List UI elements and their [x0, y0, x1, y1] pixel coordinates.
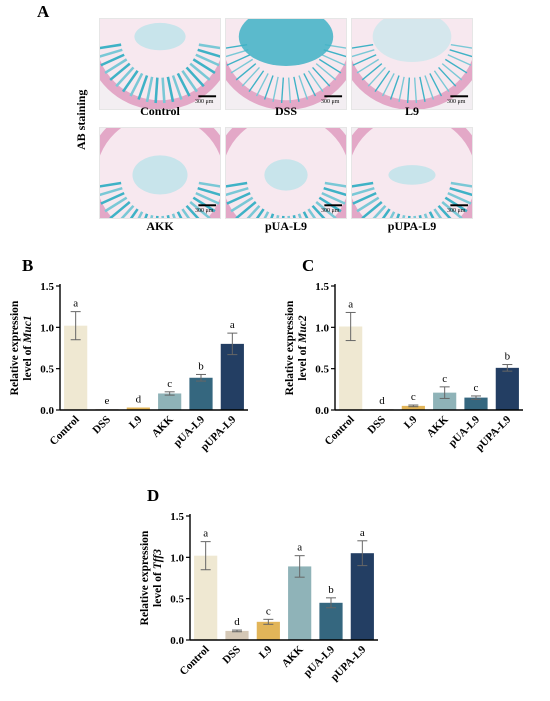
- tff3-bar-chart: Relative expressionlevel of Tff3 0.0 0.5 1.…: [139, 511, 378, 684]
- micrograph-label: pUPA-L9: [387, 219, 437, 233]
- y-tick-label: 0.0: [315, 405, 329, 417]
- x-tick-label: pUPA-L9: [329, 643, 369, 683]
- significance-letter: a: [297, 542, 302, 554]
- scale-bar-label: 300 μm: [321, 99, 340, 105]
- significance-letter: c: [266, 605, 271, 617]
- y-tick-label: 1.0: [315, 322, 329, 334]
- y-tick-label: 0.5: [40, 364, 54, 376]
- bar-pupa-l9: [220, 343, 244, 410]
- scale-bar-label: 300 μm: [321, 208, 340, 214]
- significance-letter: d: [136, 394, 142, 406]
- bar-l9: [401, 405, 425, 410]
- significance-letter: a: [203, 528, 208, 540]
- bar-pupa-l9: [350, 553, 374, 640]
- x-tick-label: Control: [48, 414, 82, 448]
- micrograph-control: [99, 18, 221, 110]
- bar-akk: [433, 392, 457, 410]
- micrograph-pua-l9: [225, 127, 347, 219]
- micrograph-label: L9: [404, 104, 419, 118]
- x-tick-label: L9: [402, 413, 420, 431]
- significance-letter: a: [360, 527, 365, 539]
- panel-a-letter: A: [37, 2, 50, 21]
- micrograph-label: pUA-L9: [264, 219, 307, 233]
- y-tick-label: 0.5: [315, 364, 329, 376]
- bar-l9: [256, 621, 280, 640]
- micrograph-l9: [351, 18, 473, 110]
- y-tick-label: 0.0: [170, 635, 184, 647]
- x-tick-label: AKK: [280, 643, 307, 670]
- x-tick-label: pUPA-L9: [199, 413, 239, 453]
- significance-letter: c: [442, 373, 447, 385]
- significance-letter: c: [167, 378, 172, 390]
- bar-pua-l9: [464, 397, 488, 410]
- panel-c-letter: C: [302, 256, 315, 275]
- y-tick-label: 0.0: [40, 405, 54, 417]
- scale-bar-label: 300 μm: [447, 208, 466, 214]
- micrograph-dss: [225, 18, 347, 110]
- y-axis-label: Relative expressionlevel of Muc1: [9, 300, 34, 395]
- significance-letter: c: [411, 391, 416, 403]
- bar-akk: [158, 393, 182, 410]
- micrograph-pupa-l9: [351, 127, 473, 219]
- significance-letter: b: [198, 360, 204, 372]
- y-tick-label: 1.0: [170, 552, 184, 564]
- bar-pua-l9: [189, 377, 213, 410]
- bar-pupa-l9: [495, 367, 519, 410]
- significance-letter: a: [73, 298, 78, 310]
- ab-staining-label: AB staining: [74, 89, 88, 150]
- y-tick-label: 1.5: [40, 281, 54, 293]
- bar-akk: [288, 566, 312, 640]
- x-tick-label: DSS: [365, 414, 388, 437]
- significance-letter: d: [379, 395, 385, 407]
- significance-letter: a: [348, 298, 353, 310]
- x-tick-label: L9: [127, 413, 145, 431]
- y-axis-label: Relative expressionlevel of Muc2: [284, 300, 309, 395]
- panel-d-letter: D: [147, 486, 160, 505]
- micrograph-label: DSS: [274, 104, 297, 118]
- bar-control: [64, 325, 88, 410]
- y-tick-label: 1.0: [40, 322, 54, 334]
- micrograph-label: Control: [140, 104, 180, 118]
- x-tick-label: L9: [257, 643, 275, 661]
- scale-bar-label: 300 μm: [195, 208, 214, 214]
- bar-dss: [225, 630, 249, 640]
- panel-b-letter: B: [22, 256, 34, 275]
- x-tick-label: AKK: [425, 413, 452, 440]
- micrograph-label: AKK: [146, 219, 174, 233]
- significance-letter: b: [328, 584, 334, 596]
- x-tick-label: DSS: [220, 644, 243, 667]
- bar-control: [194, 555, 218, 640]
- x-tick-label: DSS: [90, 414, 113, 437]
- scale-bar-label: 300 μm: [195, 99, 214, 105]
- significance-letter: a: [230, 319, 235, 331]
- x-tick-label: Control: [178, 644, 212, 678]
- micrograph-akk: [99, 127, 221, 219]
- significance-letter: d: [234, 616, 240, 628]
- significance-letter: b: [505, 351, 511, 363]
- y-tick-label: 0.5: [170, 594, 184, 606]
- x-tick-label: Control: [323, 414, 357, 448]
- y-axis-label: Relative expressionlevel of Tff3: [139, 530, 164, 625]
- x-tick-label: AKK: [150, 413, 177, 440]
- x-tick-label: pUPA-L9: [474, 413, 514, 453]
- muc1-bar-chart: Relative expressionlevel of Muc1 0.0 0.5 1.…: [9, 281, 248, 454]
- significance-letter: c: [474, 382, 479, 394]
- significance-letter: e: [105, 395, 110, 407]
- bar-l9: [126, 407, 150, 410]
- bar-pua-l9: [319, 602, 343, 640]
- muc2-bar-chart: Relative expressionlevel of Muc2 0.0 0.5 1.…: [284, 281, 523, 454]
- y-tick-label: 1.5: [315, 281, 329, 293]
- bar-control: [339, 326, 363, 410]
- y-tick-label: 1.5: [170, 511, 184, 523]
- scale-bar-label: 300 μm: [447, 99, 466, 105]
